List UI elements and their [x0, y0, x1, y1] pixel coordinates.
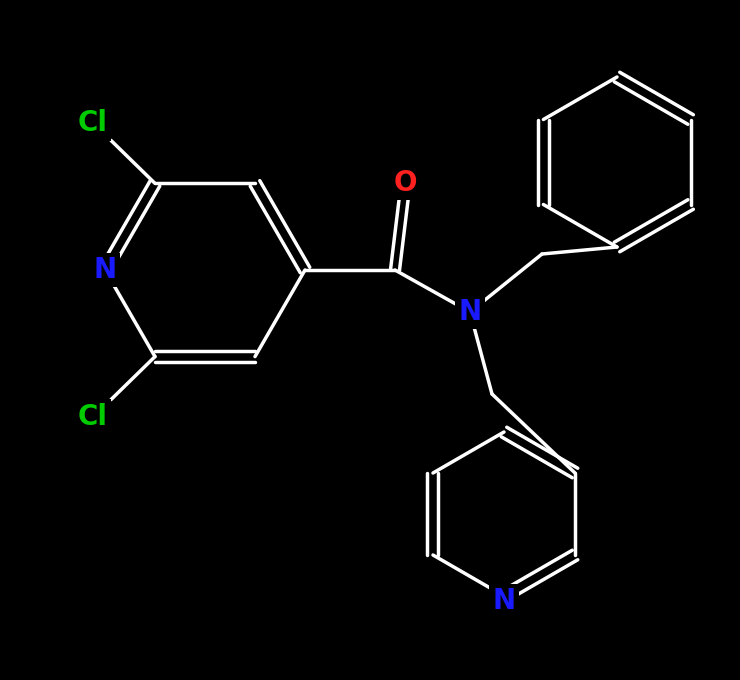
Text: N: N: [492, 587, 516, 615]
Text: Cl: Cl: [78, 109, 108, 137]
Text: O: O: [393, 169, 417, 197]
Text: N: N: [459, 298, 482, 326]
Text: Cl: Cl: [78, 403, 108, 430]
Text: N: N: [93, 256, 117, 284]
